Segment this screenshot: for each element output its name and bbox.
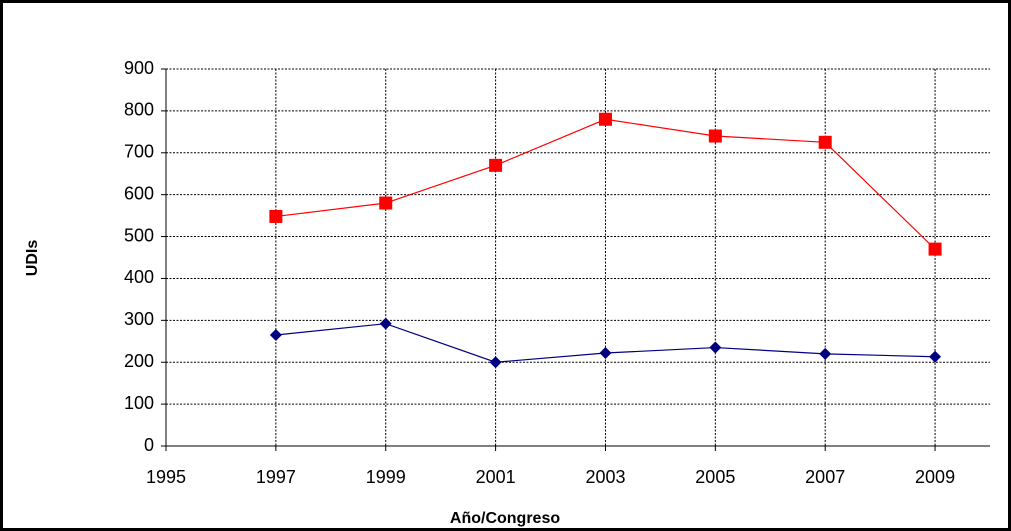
y-tick-label: 600 (124, 183, 154, 203)
y-tick-label: 500 (124, 225, 154, 245)
marker (599, 347, 612, 360)
x-axis-label: Año/Congreso (450, 510, 560, 527)
x-tick-label: 1999 (366, 467, 406, 487)
marker (929, 350, 942, 363)
marker (708, 129, 722, 143)
y-tick-label: 100 (124, 393, 154, 413)
y-tick-label: 700 (124, 142, 154, 162)
y-tick-label: 200 (124, 351, 154, 371)
marker (818, 135, 832, 149)
y-axis-label: UDIs (24, 240, 41, 277)
x-tick-label: 2003 (585, 467, 625, 487)
marker (269, 328, 282, 341)
x-tick-label: 2007 (805, 467, 845, 487)
x-tick-label: 2001 (476, 467, 516, 487)
y-tick-label: 900 (124, 58, 154, 78)
marker (489, 356, 502, 369)
marker (269, 209, 283, 223)
marker (598, 112, 612, 126)
marker (928, 242, 942, 256)
y-tick-label: 800 (124, 100, 154, 120)
marker (379, 317, 392, 330)
marker (819, 347, 832, 360)
y-tick-label: 400 (124, 267, 154, 287)
x-tick-label: 1997 (256, 467, 296, 487)
x-tick-label: 1995 (146, 467, 186, 487)
marker (489, 158, 503, 172)
y-tick-label: 300 (124, 309, 154, 329)
marker (379, 196, 393, 210)
marker (709, 341, 722, 354)
x-tick-label: 2009 (915, 467, 955, 487)
y-tick-label: 0 (144, 435, 154, 455)
x-tick-label: 2005 (695, 467, 735, 487)
